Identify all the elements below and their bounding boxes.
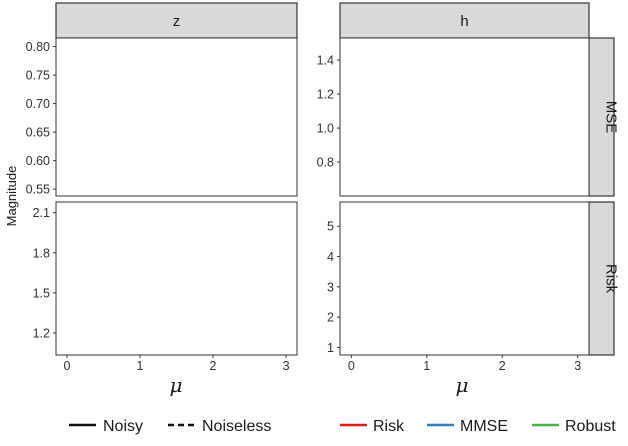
x-tick-label: 3	[574, 359, 581, 373]
y-tick-label: 1.0	[317, 122, 334, 136]
y-tick-label: 4	[327, 250, 334, 264]
x-axis-title-h: μ	[456, 373, 469, 397]
frame-layer	[53, 2, 615, 358]
panel-border-h-mse	[339, 37, 590, 197]
y-axis-title: Magnitude	[4, 166, 19, 227]
y-tick-label: 1.4	[317, 54, 334, 68]
legend-label-robust: Robust	[565, 418, 616, 435]
y-tick-label: 1.2	[33, 326, 50, 340]
x-axis-title-z: μ	[170, 373, 183, 397]
x-tick-label: 3	[283, 359, 290, 373]
panel-border-z-mse	[55, 37, 298, 197]
y-tick-label: 0.80	[26, 40, 50, 54]
strip-label-risk: Risk	[603, 264, 620, 294]
legend-label-mmse: MMSE	[460, 418, 508, 435]
y-tick-label: 0.75	[26, 69, 50, 83]
x-tick-label: 0	[348, 359, 355, 373]
text-layer: Magnitude μ μ z h MSE Risk 0.55 0.60 0.65 0.70 0…	[4, 13, 620, 397]
x-tick-label: 0	[63, 359, 70, 373]
strip-label-h: h	[460, 13, 468, 30]
legend-label-risk: Risk	[373, 418, 405, 435]
y-tick-label: 0.70	[26, 97, 50, 111]
y-tick-label: 1.2	[317, 88, 334, 102]
panel-border-z-risk	[55, 201, 298, 356]
y-tick-label: 0.55	[26, 183, 50, 197]
x-tick-label: 2	[499, 359, 506, 373]
y-tick-label: 2.1	[33, 206, 50, 220]
panel-border-h-risk	[339, 201, 590, 356]
y-tick-label: 0.60	[26, 154, 50, 168]
x-tick-label: 1	[423, 359, 430, 373]
y-tick-label: 1.5	[33, 286, 50, 300]
strip-risk	[588, 201, 615, 356]
y-tick-label: 1	[327, 341, 334, 355]
legend-label-noisy: Noisy	[103, 418, 143, 435]
x-tick-label: 2	[210, 359, 217, 373]
legend-label-noiseless: Noiseless	[202, 418, 271, 435]
strip-label-z: z	[173, 13, 181, 30]
y-tick-label: 5	[327, 220, 334, 234]
strip-label-mse: MSE	[603, 101, 620, 134]
x-tick-label: 1	[137, 359, 144, 373]
strip-z	[55, 2, 298, 39]
y-tick-label: 0.65	[26, 126, 50, 140]
legend: Noisy Noiseless Risk MMSE Robust	[69, 418, 616, 435]
y-tick-label: 2	[327, 311, 334, 325]
y-tick-label: 0.8	[317, 156, 334, 170]
y-tick-label: 3	[327, 280, 334, 294]
y-tick-label: 1.8	[33, 246, 50, 260]
strip-h	[339, 2, 590, 39]
